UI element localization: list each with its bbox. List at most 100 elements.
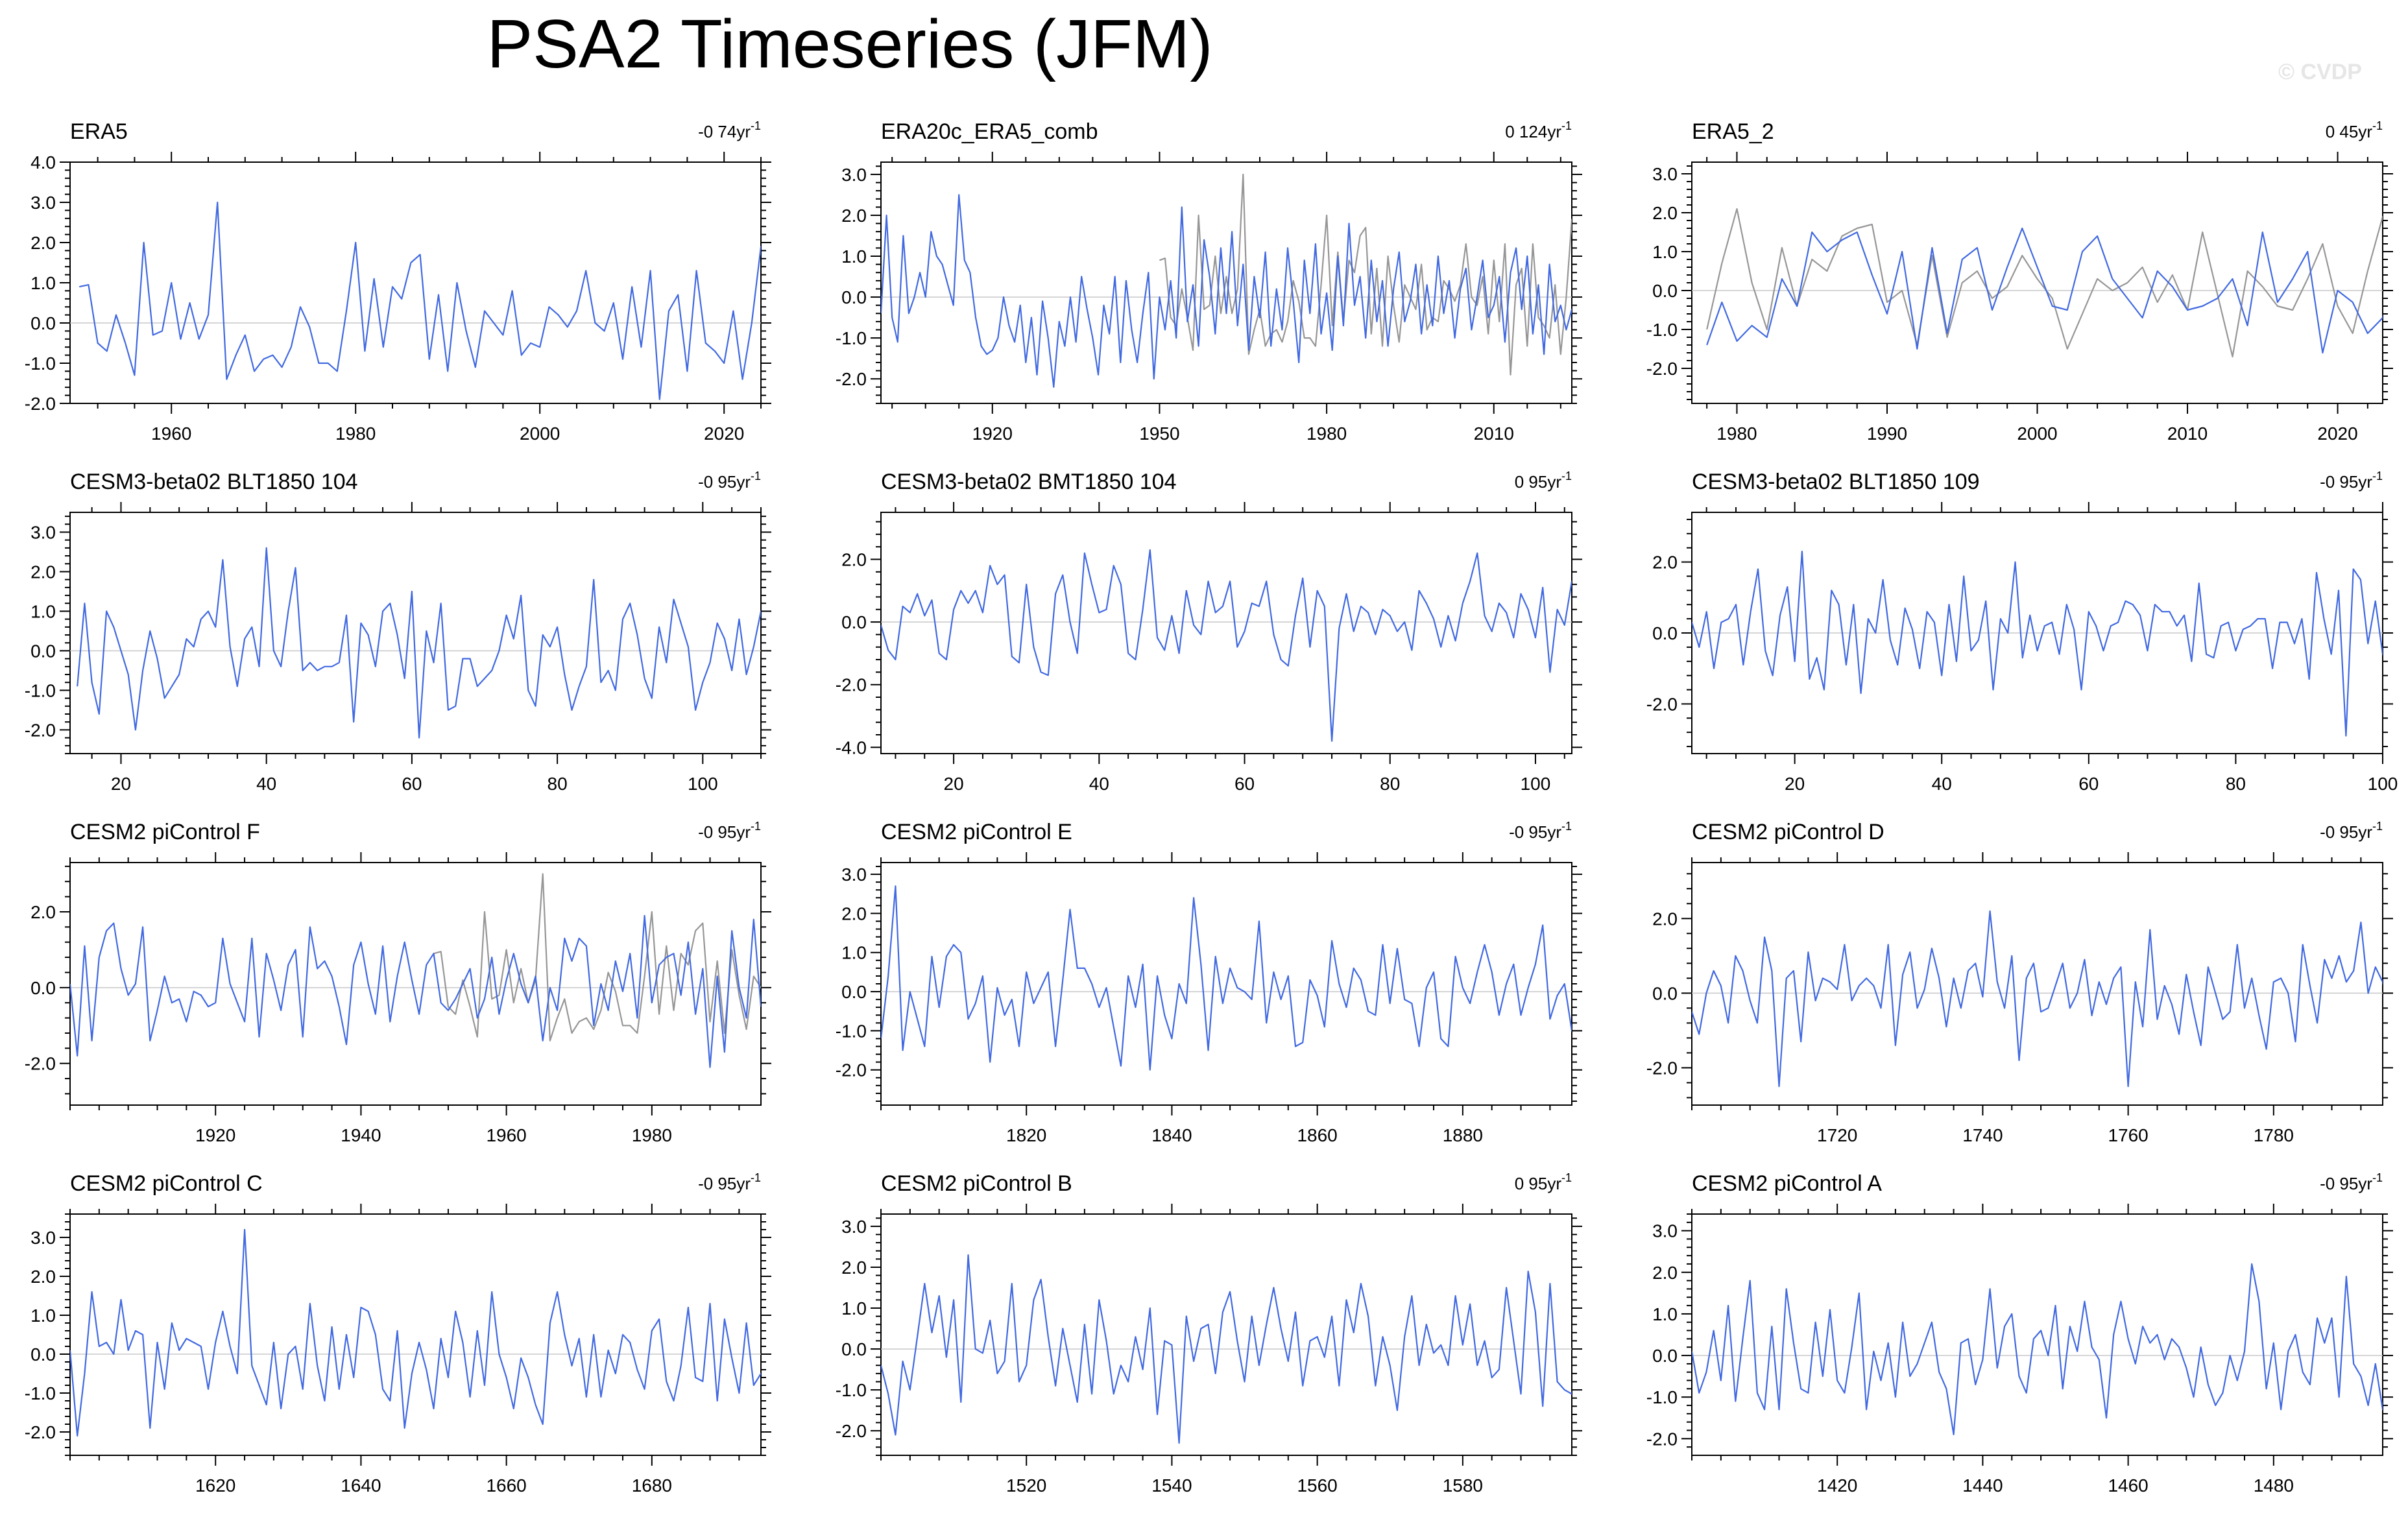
trend-value: -0 95yr	[698, 1174, 751, 1193]
x-tick-label: 1660	[486, 1475, 526, 1496]
chart-panel-10: -2.0 -1.0 0.0 1.0 2.0 3.0 1620 1640 1660 1680 CESM…	[25, 1171, 771, 1496]
y-tick-label: 0.0	[1652, 983, 1678, 1003]
y-tick-label: -2.0	[1646, 694, 1678, 714]
y-tick-label: 1.0	[30, 273, 56, 293]
x-tick-label: 1960	[151, 423, 191, 444]
x-tick-label: 40	[1089, 774, 1109, 794]
x-tick-label: 2000	[2017, 423, 2057, 444]
trend-value: 0 124yr	[1505, 122, 1561, 141]
model-series-line	[881, 549, 1572, 742]
chart-panel-12: -2.0 -1.0 0.0 1.0 2.0 3.0 1420 1440 1460 1480 CESM…	[1646, 1171, 2393, 1496]
x-tick-label: 80	[2226, 774, 2246, 794]
trend-exponent: -1	[751, 470, 761, 483]
x-tick-label: 1820	[1006, 1125, 1046, 1145]
x-tick-label: 1780	[2254, 1125, 2294, 1145]
trend-value: -0 95yr	[2320, 1174, 2372, 1193]
y-tick-label: -1.0	[25, 1383, 56, 1403]
y-tick-label: -1.0	[25, 353, 56, 374]
x-tick-label: 60	[402, 774, 422, 794]
trend-label: -0 95yr-1	[2320, 470, 2383, 492]
plot-frame	[880, 1213, 1572, 1456]
y-tick-label: -1.0	[1646, 320, 1678, 340]
y-tick-label: 2.0	[30, 902, 56, 922]
trend-value: -0 95yr	[698, 472, 751, 492]
trend-value: -0 95yr	[1509, 822, 1561, 842]
y-tick-label: 3.0	[841, 864, 867, 885]
y-tick-label: 1.0	[841, 943, 867, 963]
x-tick-label: 2010	[2167, 423, 2208, 444]
x-tick-label: 100	[1521, 774, 1551, 794]
x-tick-label: 100	[688, 774, 718, 794]
x-tick-label: 80	[548, 774, 568, 794]
y-tick-label: 0.0	[1652, 1346, 1678, 1366]
trend-exponent: -1	[2372, 119, 2383, 132]
plot-frame	[69, 512, 762, 754]
y-tick-label: -4.0	[836, 737, 867, 757]
trend-exponent: -1	[1561, 470, 1572, 483]
x-tick-label: 1580	[1443, 1475, 1483, 1496]
trend-exponent: -1	[2372, 1171, 2383, 1184]
x-tick-label: 1950	[1139, 423, 1179, 444]
model-series-line	[70, 914, 761, 1068]
trend-label: -0 95yr-1	[2320, 1171, 2383, 1193]
x-tick-label: 20	[111, 774, 131, 794]
y-tick-label: -2.0	[25, 1422, 56, 1442]
x-tick-label: 1860	[1297, 1125, 1337, 1145]
trend-value: 0 95yr	[1515, 472, 1562, 492]
chart-panel-3: -2.0 -1.0 0.0 1.0 2.0 3.0 1980 1990 2000 2010 2020…	[1646, 119, 2393, 444]
y-tick-label: 3.0	[841, 165, 867, 185]
y-tick-label: 0.0	[841, 1339, 867, 1359]
trend-value: -0 95yr	[698, 822, 751, 842]
trend-exponent: -1	[751, 119, 761, 132]
chart-panel-8: -2.0 -1.0 0.0 1.0 2.0 3.0 1820 1840 1860 1880 CESM…	[836, 820, 1582, 1145]
y-tick-label: -2.0	[836, 1060, 867, 1080]
x-tick-label: 1980	[1306, 423, 1347, 444]
panel-title: ERA5_2	[1692, 119, 1774, 144]
y-tick-label: 2.0	[1652, 1263, 1678, 1283]
model-series-line	[1692, 1263, 2383, 1435]
y-tick-label: 0.0	[30, 978, 56, 998]
plot-frame	[1691, 161, 2383, 404]
panel-title: CESM2 piControl F	[70, 820, 260, 844]
x-tick-label: 1620	[195, 1475, 235, 1496]
model-series-line	[1706, 227, 2383, 354]
x-tick-label: 1640	[341, 1475, 381, 1496]
chart-panel-5: -4.0 -2.0 0.0 2.0 20 40 60 80 100 CESM3-beta02 BM…	[836, 470, 1582, 794]
x-tick-label: 2020	[704, 423, 744, 444]
model-series-line	[78, 201, 761, 400]
y-tick-label: 2.0	[30, 562, 56, 582]
chart-panel-1: -2.0 -1.0 0.0 1.0 2.0 3.0 4.0 1960 1980 2000 2020 E…	[25, 119, 771, 444]
trend-label: 0 124yr-1	[1505, 119, 1572, 141]
y-tick-label: 2.0	[841, 903, 867, 924]
trend-label: -0 95yr-1	[2320, 820, 2383, 842]
x-tick-label: 1480	[2254, 1475, 2294, 1496]
y-tick-label: 0.0	[30, 1344, 56, 1365]
y-tick-label: 1.0	[30, 601, 56, 621]
x-tick-label: 1980	[1716, 423, 1757, 444]
y-tick-label: 2.0	[841, 206, 867, 226]
chart-panel-4: -2.0 -1.0 0.0 1.0 2.0 3.0 20 40 60 80 100 CESM3-bet…	[25, 470, 771, 794]
obs-series-line	[1159, 173, 1572, 376]
y-tick-label: 4.0	[30, 152, 56, 173]
panel-title: CESM2 piControl D	[1692, 820, 1884, 844]
y-tick-label: -2.0	[25, 1054, 56, 1074]
x-tick-label: 1840	[1151, 1125, 1192, 1145]
y-tick-label: 0.0	[841, 287, 867, 307]
trend-label: 0 95yr-1	[1515, 470, 1572, 492]
x-tick-label: 1460	[2108, 1475, 2148, 1496]
y-tick-label: 0.0	[1652, 623, 1678, 643]
trend-exponent: -1	[2372, 470, 2383, 483]
trend-label: 0 45yr-1	[2326, 119, 2383, 141]
x-tick-label: 1740	[1962, 1125, 2003, 1145]
chart-panel-9: -2.0 0.0 2.0 1720 1740 1760 1780 CESM2 piContro…	[1646, 820, 2393, 1145]
model-series-line	[881, 194, 1572, 388]
x-tick-label: 1760	[2108, 1125, 2148, 1145]
x-tick-label: 1990	[1867, 423, 1907, 444]
panel-title: CESM3-beta02 BLT1850 104	[70, 470, 358, 494]
chart-panel-7: -2.0 0.0 2.0 1920 1940 1960 1980 CESM2 piContro…	[25, 820, 771, 1145]
panel-title: CESM3-beta02 BLT1850 109	[1692, 470, 1980, 494]
x-tick-label: 2000	[520, 423, 560, 444]
trend-value: 0 45yr	[2326, 122, 2373, 141]
obs-series-line	[1706, 208, 2383, 358]
